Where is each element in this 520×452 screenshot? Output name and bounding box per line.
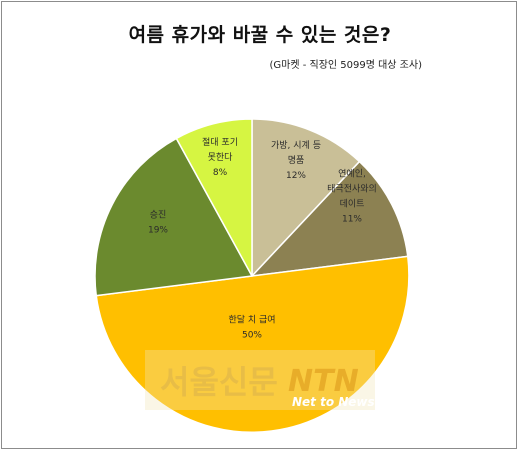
- slice-category-label: 가방, 시계 등: [271, 139, 321, 151]
- slice-category-label: 못한다: [208, 152, 234, 163]
- slice-category-label: 절대 포기: [202, 136, 238, 148]
- slice-label: 승진 19%: [148, 210, 168, 236]
- slice-value-label: 11%: [342, 215, 362, 225]
- chart-subtitle: (G마켓 - 직장인 5099명 대상 조사): [269, 60, 422, 71]
- pie-slice: [251, 118, 361, 278]
- watermark-korean: 서울신문: [160, 363, 278, 401]
- pie-slice: [95, 255, 410, 434]
- pie-slices: [94, 118, 410, 434]
- pie-slice: [94, 137, 254, 297]
- slice-category-label: 태극전사와의: [327, 183, 377, 195]
- slice-value-label: 50%: [242, 331, 262, 341]
- pie-slice: [175, 118, 253, 277]
- slice-value-label: 12%: [286, 171, 306, 181]
- slice-category-label: 명품: [288, 155, 305, 166]
- watermark-logo: 서울신문 NTN Net to News: [145, 350, 375, 410]
- slice-value-label: 8%: [213, 168, 228, 178]
- watermark-ntn: NTN: [288, 364, 359, 399]
- slice-category-label: 한달 치 급여: [228, 314, 275, 326]
- slice-category-label: 데이트: [340, 199, 365, 210]
- slice-value-label: 19%: [148, 226, 168, 236]
- slice-category-label: 연예인,: [338, 169, 366, 180]
- chart-title: 여름 휴가와 바꿀 수 있는 것은?: [128, 24, 392, 46]
- slice-category-label: 승진: [150, 210, 167, 221]
- slice-label: 한달 치 급여 50%: [228, 314, 275, 341]
- watermark-band: [145, 350, 375, 410]
- pie-slice: [250, 160, 409, 278]
- watermark-tagline: Net to News: [292, 395, 375, 409]
